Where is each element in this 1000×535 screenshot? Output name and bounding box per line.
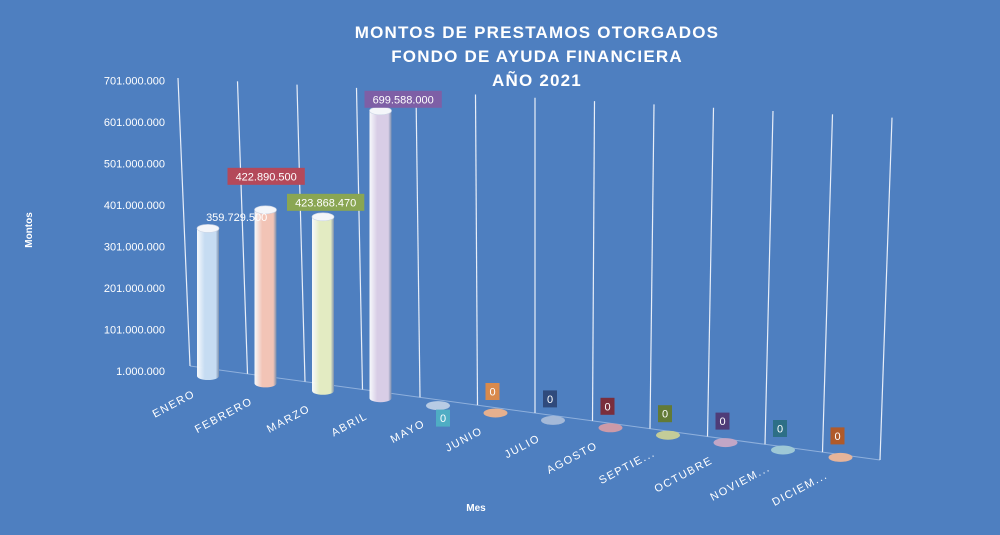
y-tick-label: 701.000.000 — [104, 76, 165, 88]
y-tick-label: 201.000.000 — [104, 283, 165, 295]
data-label: 0 — [662, 409, 668, 421]
category-label: AGOSTO — [545, 440, 600, 477]
data-label-box — [287, 193, 365, 211]
category-label: NOVIEM... — [708, 462, 772, 504]
data-label-box — [773, 420, 787, 437]
gridline — [764, 110, 774, 445]
gridline — [236, 81, 249, 374]
gridline — [474, 94, 479, 406]
data-label: 0 — [719, 416, 725, 428]
bar — [254, 209, 277, 388]
data-label: 0 — [440, 413, 446, 425]
data-label: 0 — [834, 431, 840, 443]
data-label-box — [715, 412, 730, 430]
data-label: 699.588.000 — [373, 94, 434, 106]
data-label: 422.890.500 — [236, 171, 297, 183]
category-label: SEPTIE... — [597, 447, 657, 487]
gridline — [879, 117, 893, 461]
y-tick-labels: 1.000.000 101.000.000 201.000.000 301.000.0… — [104, 76, 165, 379]
data-label-box — [227, 167, 305, 185]
bar — [541, 415, 565, 425]
category-label: JUNIO — [444, 425, 485, 455]
category-label: FEBRERO — [193, 395, 255, 435]
y-tick-label: 501.000.000 — [104, 159, 165, 171]
y-axis-title: Montos — [24, 212, 35, 248]
category-label: JULIO — [503, 432, 543, 461]
data-label-box — [436, 409, 450, 427]
bars — [196, 106, 853, 462]
data-label-box — [364, 90, 442, 108]
chart-title-line-3: AÑO 2021 — [492, 70, 582, 90]
y-tick-label: 1.000.000 — [116, 366, 165, 378]
gridline — [177, 77, 191, 367]
bar — [197, 228, 219, 380]
gridline — [821, 114, 834, 453]
data-label: 359.729.500 — [206, 212, 267, 224]
bar — [312, 216, 334, 395]
bar — [771, 445, 795, 455]
chart-title-line-1: MONTOS DE PRESTAMOS OTORGADOS — [355, 23, 719, 42]
bar — [483, 408, 508, 418]
data-label: 423.868.470 — [295, 197, 356, 209]
data-label: 0 — [604, 401, 610, 413]
y-tick-label: 401.000.000 — [104, 200, 165, 212]
category-label: OCTUBRE — [653, 455, 715, 496]
bar — [598, 423, 623, 433]
chart-title-line-2: FONDO DE AYUDA FINANCIERA — [391, 47, 683, 66]
gridline — [355, 87, 364, 390]
category-label: DICIEM... — [770, 469, 830, 508]
gridlines — [177, 77, 893, 461]
category-label: ABRIL — [330, 410, 370, 439]
data-label: 0 — [489, 387, 495, 399]
bar — [426, 401, 450, 411]
data-label-box — [485, 383, 500, 400]
bar-top — [369, 106, 392, 116]
data-label-box — [600, 397, 615, 415]
bar-top — [196, 224, 220, 233]
category-label: ENERO — [151, 388, 198, 420]
bar — [828, 452, 853, 462]
y-tick-label: 301.000.000 — [104, 242, 165, 254]
category-label: MAYO — [389, 418, 428, 446]
y-tick-label: 601.000.000 — [104, 117, 165, 129]
category-label: MARZO — [265, 403, 312, 436]
data-label-box — [830, 427, 845, 445]
bar — [369, 110, 392, 403]
gridline — [415, 91, 421, 398]
x-axis-title: Mes — [466, 503, 486, 514]
bar — [713, 438, 738, 448]
gridline — [296, 84, 306, 382]
bar — [656, 430, 680, 440]
data-label-box — [658, 405, 672, 423]
bar-top — [254, 205, 277, 215]
gridline — [591, 101, 596, 421]
gridline — [649, 104, 655, 429]
data-labels: 359.729.500 422.890.500 423.868.470 699.588… — [206, 90, 845, 445]
data-label-box — [543, 390, 557, 408]
bar-top — [311, 212, 335, 222]
y-tick-label: 101.000.000 — [104, 325, 165, 337]
data-label: 0 — [547, 394, 553, 406]
data-label: 0 — [777, 424, 783, 436]
gridline — [706, 107, 715, 437]
